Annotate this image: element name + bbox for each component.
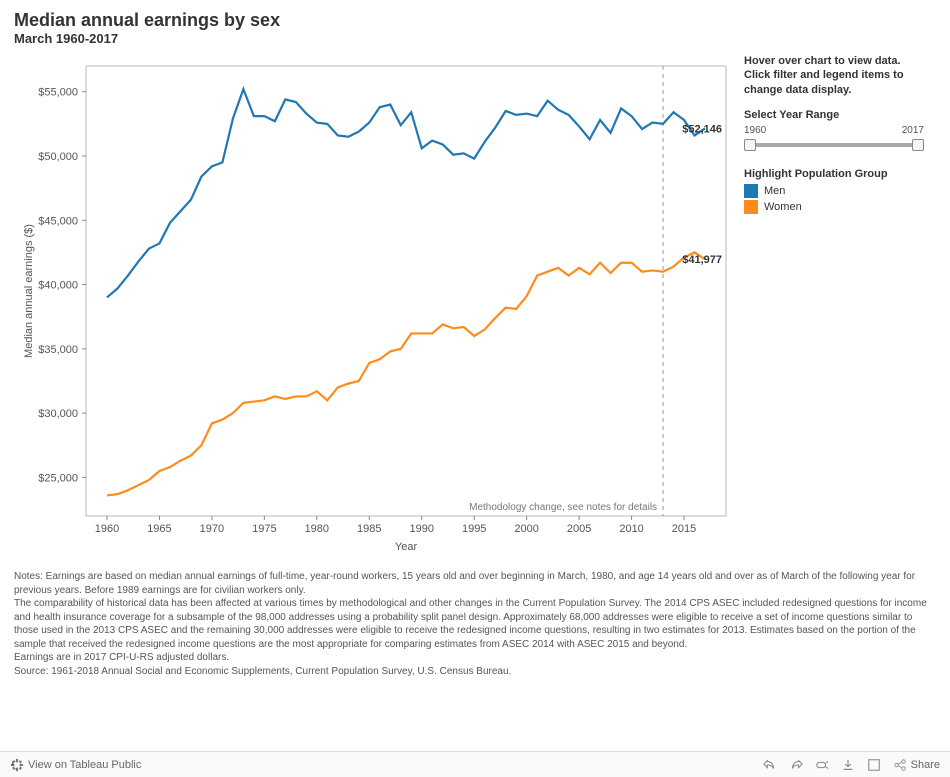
redo-button[interactable] xyxy=(789,758,803,772)
svg-text:$52,146: $52,146 xyxy=(682,123,722,135)
svg-text:$50,000: $50,000 xyxy=(38,151,78,163)
reset-icon xyxy=(815,758,829,772)
legend-label: Men xyxy=(764,185,785,197)
legend-item-men[interactable]: Men xyxy=(744,184,924,198)
fullscreen-button[interactable] xyxy=(867,758,881,772)
year-max-label: 2017 xyxy=(902,125,924,136)
legend-label: Women xyxy=(764,201,802,213)
filter-title: Select Year Range xyxy=(744,109,924,121)
legend-item-women[interactable]: Women xyxy=(744,200,924,214)
svg-text:2000: 2000 xyxy=(514,523,538,535)
reset-button[interactable] xyxy=(815,758,829,772)
series-men[interactable] xyxy=(107,89,705,297)
notes-text: Notes: Earnings are based on median annu… xyxy=(14,570,936,678)
view-on-tableau-button[interactable]: View on Tableau Public xyxy=(10,758,141,772)
svg-text:1980: 1980 xyxy=(305,523,329,535)
redo-icon xyxy=(789,758,803,772)
undo-button[interactable] xyxy=(763,758,777,772)
chart-title: Median annual earnings by sex xyxy=(14,10,936,31)
chart-subtitle: March 1960-2017 xyxy=(14,31,936,46)
share-button[interactable]: Share xyxy=(893,758,940,772)
svg-text:$25,000: $25,000 xyxy=(38,472,78,484)
svg-text:$45,000: $45,000 xyxy=(38,215,78,227)
svg-text:2010: 2010 xyxy=(619,523,643,535)
svg-text:$30,000: $30,000 xyxy=(38,408,78,420)
svg-text:$35,000: $35,000 xyxy=(38,344,78,356)
svg-text:1975: 1975 xyxy=(252,523,276,535)
view-label: View on Tableau Public xyxy=(28,759,141,771)
svg-text:Median annual earnings ($): Median annual earnings ($) xyxy=(23,224,35,358)
sidebar: Hover over chart to view data. Click fil… xyxy=(734,54,924,564)
svg-text:1965: 1965 xyxy=(147,523,171,535)
svg-text:$41,977: $41,977 xyxy=(682,254,722,266)
svg-text:2015: 2015 xyxy=(672,523,696,535)
sidebar-hint: Hover over chart to view data. Click fil… xyxy=(744,54,924,97)
svg-text:1990: 1990 xyxy=(409,523,433,535)
svg-text:1985: 1985 xyxy=(357,523,381,535)
chart-area[interactable]: $25,000 $30,000 $35,000 $40,000 $45,000 $50,0… xyxy=(14,54,734,564)
svg-text:1995: 1995 xyxy=(462,523,486,535)
fullscreen-icon xyxy=(867,758,881,772)
undo-icon xyxy=(763,758,777,772)
series-women[interactable] xyxy=(107,252,705,495)
download-icon xyxy=(841,758,855,772)
year-range-slider[interactable] xyxy=(744,138,924,152)
tableau-toolbar: View on Tableau Public Share xyxy=(0,751,950,777)
legend-swatch xyxy=(744,184,758,198)
svg-text:$40,000: $40,000 xyxy=(38,280,78,292)
svg-text:1960: 1960 xyxy=(95,523,119,535)
year-min-label: 1960 xyxy=(744,125,766,136)
svg-text:2005: 2005 xyxy=(567,523,591,535)
legend-title: Highlight Population Group xyxy=(744,168,924,180)
legend-swatch xyxy=(744,200,758,214)
share-icon xyxy=(893,758,907,772)
svg-text:Methodology change, see notes: Methodology change, see notes for detail… xyxy=(469,502,657,513)
svg-text:Year: Year xyxy=(395,541,418,553)
share-label: Share xyxy=(911,759,940,771)
download-button[interactable] xyxy=(841,758,855,772)
tableau-icon xyxy=(10,758,24,772)
svg-text:$55,000: $55,000 xyxy=(38,87,78,99)
svg-text:1970: 1970 xyxy=(200,523,224,535)
